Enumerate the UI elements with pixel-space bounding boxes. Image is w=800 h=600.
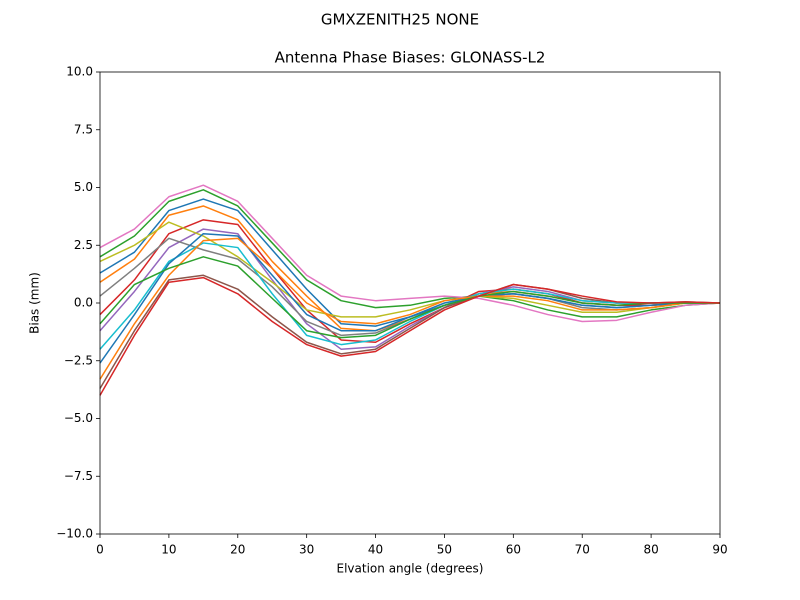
y-tick-label: −10.0	[56, 527, 93, 541]
x-tick-label: 10	[161, 543, 176, 557]
x-tick-label: 60	[506, 543, 521, 557]
x-tick-label: 20	[230, 543, 245, 557]
x-tick-label: 80	[643, 543, 658, 557]
x-tick-label: 90	[712, 543, 727, 557]
series-line	[99, 219, 720, 344]
series-line	[99, 184, 721, 323]
series-line	[99, 256, 720, 339]
series-line	[99, 189, 721, 318]
x-tick-label: 40	[368, 543, 383, 557]
suptitle: GMXZENITH25 NONE	[321, 11, 479, 29]
y-tick-label: −5.0	[64, 411, 93, 425]
y-tick-label: 10.0	[66, 65, 93, 79]
x-tick-label: 50	[437, 543, 452, 557]
series-line	[99, 237, 720, 380]
y-tick-label: −2.5	[64, 353, 93, 367]
y-tick-label: 2.5	[74, 238, 93, 252]
y-tick-label: 7.5	[74, 122, 93, 136]
y-tick-label: −7.5	[64, 469, 93, 483]
series-line	[99, 276, 721, 396]
plot-area	[99, 184, 721, 396]
y-axis-label: Bias (mm)	[28, 272, 42, 334]
x-tick-label: 0	[96, 543, 104, 557]
series-line	[99, 232, 720, 364]
series-line	[99, 221, 720, 318]
x-tick-label: 30	[299, 543, 314, 557]
series-line	[99, 242, 720, 350]
y-tick-label: 0.0	[74, 296, 93, 310]
series-line	[99, 274, 721, 389]
x-axis-label: Elvation angle (degrees)	[337, 562, 484, 576]
x-tick-label: 70	[575, 543, 590, 557]
chart-title: Antenna Phase Biases: GLONASS-L2	[275, 49, 546, 67]
y-tick-label: 5.0	[74, 180, 93, 194]
